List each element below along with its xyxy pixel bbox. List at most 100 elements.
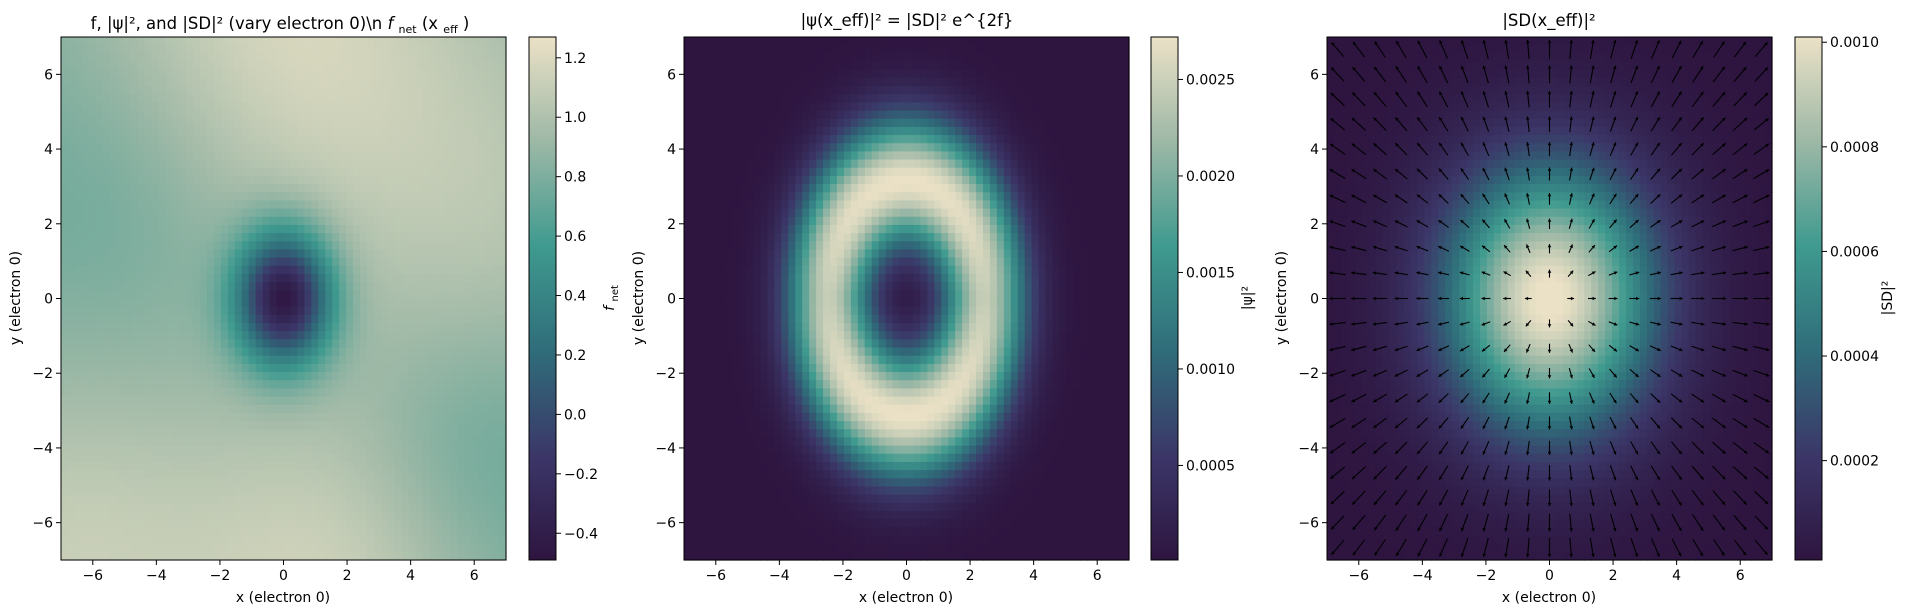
heatmap-cell xyxy=(200,421,208,430)
heatmap-cell xyxy=(179,388,187,397)
heatmap-cell xyxy=(920,94,928,103)
heatmap-cell xyxy=(346,151,354,160)
heatmap-cell xyxy=(207,225,215,234)
heatmap-cell xyxy=(89,478,97,487)
heatmap-cell xyxy=(858,127,866,136)
heatmap-cell xyxy=(388,495,396,504)
heatmap-cell xyxy=(388,78,396,87)
heatmap-cell xyxy=(457,446,465,455)
heatmap-cell xyxy=(96,78,104,87)
heatmap-cell xyxy=(367,478,375,487)
heatmap-cell xyxy=(117,397,125,406)
heatmap-cell xyxy=(249,241,257,250)
heatmap-cell xyxy=(82,356,90,365)
heatmap-cell xyxy=(409,339,417,348)
heatmap-cell xyxy=(103,258,111,267)
heatmap-cell xyxy=(402,192,410,201)
heatmap-cell xyxy=(962,78,970,87)
heatmap-cell xyxy=(360,462,368,471)
heatmap-cell xyxy=(290,200,298,209)
heatmap-cell xyxy=(207,143,215,152)
heatmap-cell xyxy=(471,486,479,495)
heatmap-cell xyxy=(151,94,159,103)
heatmap-cell xyxy=(103,405,111,414)
heatmap-cell xyxy=(402,364,410,373)
heatmap-cell xyxy=(228,62,236,71)
heatmap-cell xyxy=(61,209,69,218)
heatmap-cell xyxy=(325,151,333,160)
heatmap-cell xyxy=(270,37,278,46)
heatmap-cell xyxy=(976,94,984,103)
heatmap-cell xyxy=(137,372,145,381)
heatmap-cell xyxy=(318,299,326,308)
heatmap-cell xyxy=(450,388,458,397)
heatmap-cell xyxy=(450,78,458,87)
heatmap-cell xyxy=(270,192,278,201)
heatmap-cell xyxy=(235,168,243,177)
heatmap-cell xyxy=(263,86,271,95)
heatmap-cell xyxy=(179,356,187,365)
heatmap-cell xyxy=(235,37,243,46)
heatmap-cell xyxy=(726,119,734,128)
heatmap-cell xyxy=(172,151,180,160)
heatmap-cell xyxy=(290,544,298,553)
heatmap-cell xyxy=(318,544,326,553)
heatmap-cell xyxy=(103,470,111,479)
heatmap-cell xyxy=(284,94,292,103)
heatmap-cell xyxy=(416,70,424,79)
heatmap-cell xyxy=(443,413,451,422)
heatmap-cell xyxy=(75,478,83,487)
heatmap-cell xyxy=(436,535,444,544)
heatmap-cell xyxy=(381,233,389,242)
heatmap-cell xyxy=(774,127,782,136)
heatmap-cell xyxy=(941,62,949,71)
heatmap-cell xyxy=(388,225,396,234)
heatmap-cell xyxy=(103,388,111,397)
heatmap-cell xyxy=(290,511,298,520)
heatmap-cell xyxy=(110,53,118,62)
heatmap-cell xyxy=(290,135,298,144)
heatmap-cell xyxy=(457,119,465,128)
heatmap-cell xyxy=(416,535,424,544)
heatmap-cell xyxy=(423,372,431,381)
heatmap-cell xyxy=(214,266,222,275)
heatmap-cell xyxy=(367,535,375,544)
heatmap-cell xyxy=(325,348,333,357)
heatmap-cell xyxy=(318,200,326,209)
heatmap-cell xyxy=(360,364,368,373)
heatmap-cell xyxy=(430,258,438,267)
heatmap-cell xyxy=(1073,94,1081,103)
heatmap-cell xyxy=(137,258,145,267)
heatmap-cell xyxy=(179,323,187,332)
heatmap-cell xyxy=(263,78,271,87)
heatmap-cell xyxy=(499,249,507,258)
heatmap-cell xyxy=(747,62,755,71)
heatmap-cell xyxy=(893,37,901,46)
heatmap-cell xyxy=(795,135,803,144)
heatmap-cell xyxy=(179,274,187,283)
heatmap-cell xyxy=(103,364,111,373)
heatmap-cell xyxy=(381,274,389,283)
heatmap-cell xyxy=(235,127,243,136)
heatmap-cell xyxy=(82,388,90,397)
heatmap-cell xyxy=(767,62,775,71)
heatmap-cell xyxy=(436,290,444,299)
heatmap-cell xyxy=(249,364,257,373)
heatmap-cell xyxy=(318,111,326,120)
heatmap-cell xyxy=(809,111,817,120)
heatmap-cell xyxy=(997,45,1005,54)
heatmap-cell xyxy=(920,119,928,128)
heatmap-cell xyxy=(179,102,187,111)
heatmap-cell xyxy=(499,168,507,177)
heatmap-cell xyxy=(478,143,486,152)
heatmap-cell xyxy=(409,446,417,455)
heatmap-cell xyxy=(207,86,215,95)
heatmap-cell xyxy=(277,446,285,455)
heatmap-cell xyxy=(1094,127,1102,136)
heatmap-cell xyxy=(402,503,410,512)
heatmap-cell xyxy=(318,397,326,406)
heatmap-cell xyxy=(360,217,368,226)
heatmap-cell xyxy=(381,184,389,193)
heatmap-cell xyxy=(457,143,465,152)
heatmap-cell xyxy=(325,290,333,299)
